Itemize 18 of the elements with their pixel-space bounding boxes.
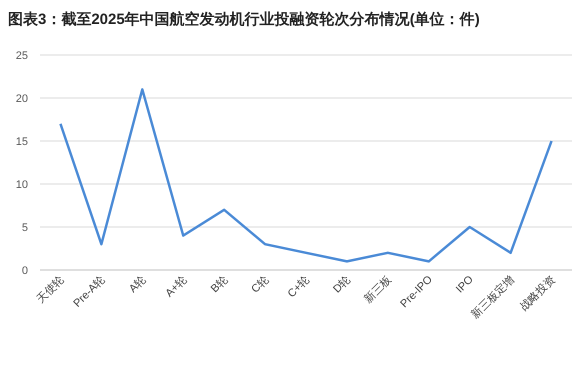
y-tick-label: 20 [16,93,28,105]
x-tick-label: C轮 [249,274,272,296]
x-tick-label: A轮 [126,274,148,296]
x-tick-label: C+轮 [286,274,312,300]
line-series [59,88,553,263]
y-tick-label: 10 [16,179,28,191]
x-tick-label: IPO [454,273,476,296]
x-tick-label: 战略投资 [518,274,558,314]
x-tick-label: B轮 [208,274,230,296]
y-tick-label: 5 [22,222,28,234]
y-tick-label: 15 [16,136,28,148]
y-tick-label: 25 [16,50,28,62]
x-tick-label: A+轮 [163,274,190,300]
x-tick-label: 新三板 [361,272,394,306]
x-tick-label: D轮 [331,274,354,296]
x-tick-label: 天使轮 [34,274,67,306]
y-tick-label: 0 [22,265,28,277]
chart-title: 图表3：截至2025年中国航空发动机行业投融资轮次分布情况(单位：件) [8,10,480,28]
